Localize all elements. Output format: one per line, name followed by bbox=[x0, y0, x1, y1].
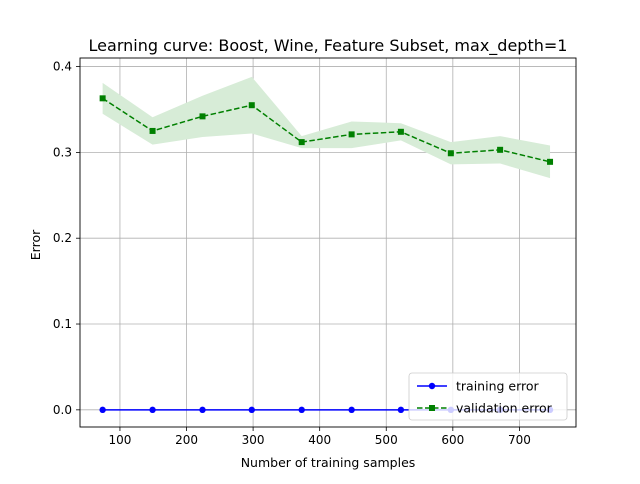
x-tick-label-600: 600 bbox=[441, 433, 464, 447]
series-0-point-6 bbox=[397, 406, 405, 414]
series-0-point-0 bbox=[99, 406, 106, 414]
x-tick-label-700: 700 bbox=[508, 433, 531, 447]
series-0-point-5 bbox=[348, 406, 355, 414]
legend-label-1: validation error bbox=[456, 401, 553, 416]
series-1-point-1 bbox=[149, 127, 156, 134]
x-tick-label-400: 400 bbox=[308, 433, 331, 447]
series-1-point-4 bbox=[298, 139, 305, 146]
y-tick-label-0.0: 0.0 bbox=[53, 403, 72, 417]
x-tick-label-100: 100 bbox=[108, 433, 131, 447]
series-line-1 bbox=[102, 97, 551, 163]
series-0-point-4 bbox=[298, 406, 305, 414]
x-axis-label: Number of training samples bbox=[241, 455, 416, 470]
series-1-point-7 bbox=[447, 150, 454, 157]
axes-frame bbox=[79, 57, 577, 428]
series-1-point-6 bbox=[397, 128, 404, 135]
legend-box bbox=[408, 372, 568, 421]
legend-marker-0 bbox=[428, 382, 436, 390]
x-tick-label-300: 300 bbox=[242, 433, 265, 447]
series-0-point-3 bbox=[248, 406, 255, 414]
x-tick-label-500: 500 bbox=[375, 433, 398, 447]
legend-marker-1 bbox=[429, 405, 435, 411]
x-tick-label-200: 200 bbox=[175, 433, 198, 447]
series-1-point-0 bbox=[99, 95, 106, 102]
series-1-point-3 bbox=[248, 102, 255, 109]
series-1-point-9 bbox=[547, 158, 554, 165]
series-1-point-2 bbox=[199, 113, 206, 120]
series-1-point-5 bbox=[348, 131, 355, 138]
y-tick-label-0.2: 0.2 bbox=[53, 231, 72, 245]
series-band-1 bbox=[102, 76, 551, 179]
plot-area: 100 200 300 400 500 600 700 0.0 0.1 0.2 0.3 0.4 trai… bbox=[53, 57, 577, 447]
series-1-point-8 bbox=[497, 146, 504, 153]
series-0-point-1 bbox=[149, 406, 156, 414]
series-0-point-2 bbox=[199, 406, 206, 414]
legend-label-0: training error bbox=[456, 379, 540, 394]
y-tick-label-0.1: 0.1 bbox=[53, 317, 72, 331]
y-axis-label: Error bbox=[28, 229, 43, 260]
y-tick-label-0.4: 0.4 bbox=[53, 60, 72, 74]
chart-title: Learning curve: Boost, Wine, Feature Sub… bbox=[89, 36, 568, 56]
y-tick-label-0.3: 0.3 bbox=[53, 145, 72, 159]
